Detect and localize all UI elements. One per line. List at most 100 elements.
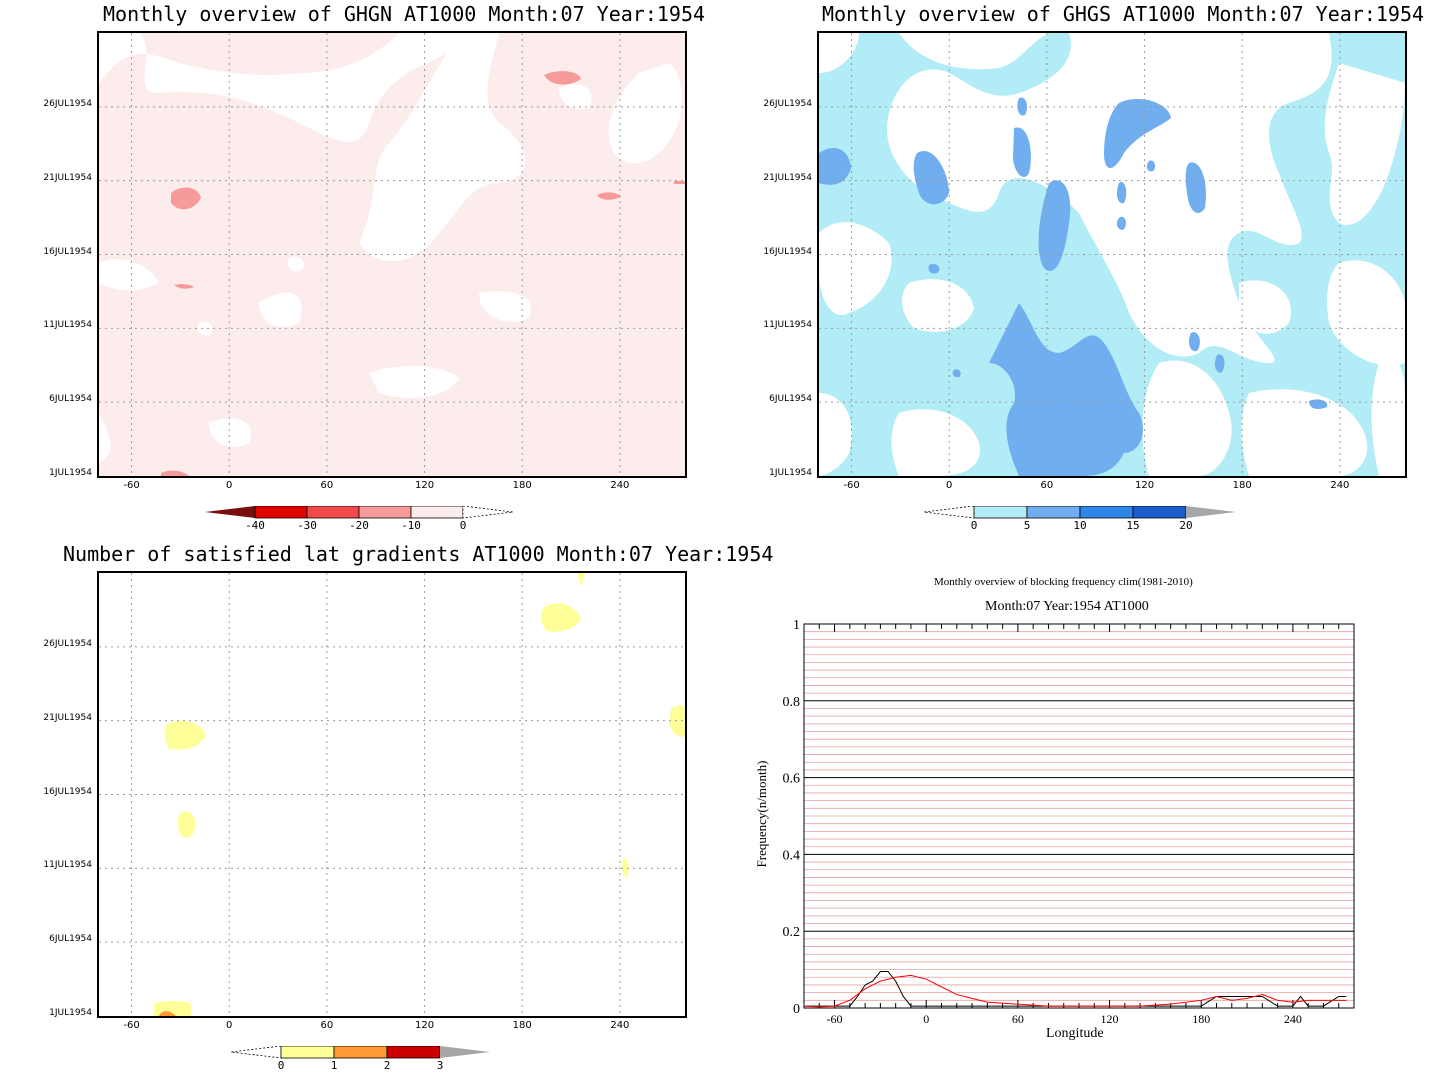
- ghgs-ytick: 1JUL1954: [769, 468, 812, 478]
- ghgn-grid: [99, 33, 685, 476]
- ghgs-cb-label: 10: [1073, 519, 1087, 532]
- freq-ytick: 0.8: [783, 695, 801, 710]
- lat-xtick: 0: [226, 1020, 233, 1031]
- ghgs-xtick: 60: [1040, 480, 1054, 491]
- ghgn-xtick: 60: [320, 480, 334, 491]
- freq-xtick: 120: [1101, 1012, 1119, 1026]
- lat-xtick: 180: [512, 1020, 532, 1031]
- ghgs-cb-seg: [973, 506, 1028, 519]
- ghgs-ytick: 16JUL1954: [763, 246, 812, 257]
- ghgs-plot-area: [817, 31, 1407, 478]
- ghgs-ytick: 26JUL1954: [763, 98, 812, 109]
- ghgn-cb-seg: [410, 506, 464, 519]
- freq-title: Monthly overview of blocking frequency c…: [934, 576, 1193, 588]
- lat-cb-seg: [280, 1046, 335, 1059]
- lat-cb-label: 3: [436, 1059, 444, 1072]
- ghgn-xtick: 240: [610, 480, 630, 491]
- ghgn-ytick: 6JUL1954: [49, 394, 92, 405]
- freq-xtick: 240: [1284, 1012, 1302, 1026]
- ghgn-ytick: 11JUL1954: [43, 320, 92, 331]
- ghgn-cb-label: -10: [401, 519, 421, 532]
- ghgs-cb-seg: [1132, 506, 1187, 519]
- ghgn-cb-low: [205, 506, 255, 518]
- lat-xtick: 240: [610, 1020, 630, 1031]
- ghgn-cb-seg: [358, 506, 412, 519]
- ghgn-ytick: 21JUL1954: [43, 172, 92, 183]
- freq-ytick: 0.2: [783, 925, 801, 940]
- ghgn-cb-label: -40: [245, 519, 265, 532]
- freq-ytick: 0: [793, 1002, 800, 1017]
- ghgn-xtick: -60: [123, 480, 140, 491]
- ghgn-cb-seg: [306, 506, 360, 519]
- ghgn-xtick: 0: [226, 480, 233, 491]
- freq-series-1: [803, 974, 1347, 1008]
- freq-xtick: -60: [827, 1012, 843, 1026]
- lat-cb-label: 0: [277, 1059, 285, 1072]
- lat-ytick: 1JUL1954: [49, 1008, 92, 1018]
- lat-cb-label: 2: [383, 1059, 391, 1072]
- lat-xtick: 120: [415, 1020, 435, 1031]
- ghgs-xtick: 120: [1135, 480, 1155, 491]
- ghgs-xtick: 180: [1232, 480, 1252, 491]
- freq-plot: 0 0.2 0.4 0.6 0.8 1 -60 0 60 120 180 240: [783, 618, 1355, 1026]
- ghgs-cb-label: 15: [1126, 519, 1140, 532]
- ghgs-ytick: 21JUL1954: [763, 172, 812, 183]
- lat-xtick: 60: [320, 1020, 334, 1031]
- freq-ytick: 1: [793, 618, 800, 633]
- lat-cb-label: 1: [330, 1059, 338, 1072]
- ghgs-cb-label: 20: [1179, 519, 1193, 532]
- ghgs-cb-label: 5: [1023, 519, 1031, 532]
- ghgs-colorbar: [923, 506, 1236, 519]
- ghgs-title: Monthly overview of GHGS AT1000 Month:07…: [822, 2, 1425, 26]
- ghgn-title: Monthly overview of GHGN AT1000 Month:07…: [103, 2, 706, 26]
- ghgs-cb-label: 0: [970, 519, 978, 532]
- freq-series-0: [804, 971, 1347, 1007]
- ghgn-plot-area: [97, 31, 687, 478]
- ghgs-ytick: 6JUL1954: [769, 394, 812, 405]
- freq-ytick: 0.4: [783, 848, 801, 863]
- lat-plot-area: [97, 571, 687, 1018]
- lat-cb-seg: [386, 1046, 441, 1059]
- lat-ytick: 6JUL1954: [49, 934, 92, 945]
- ghgn-field: [99, 33, 685, 476]
- freq-xlabel: Longitude: [1046, 1026, 1104, 1041]
- ghgn-cb-high: [462, 506, 514, 519]
- ghgs-xtick: -60: [843, 480, 860, 491]
- ghgn-cb-seg: [254, 506, 308, 519]
- ghgn-ytick: 16JUL1954: [43, 246, 92, 257]
- ghgs-xtick: 240: [1330, 480, 1350, 491]
- freq-subtitle: Month:07 Year:1954 AT1000: [985, 599, 1149, 614]
- ghgn-ytick: 1JUL1954: [49, 468, 92, 478]
- ghgs-ytick: 11JUL1954: [763, 320, 812, 331]
- lat-cb-low: [230, 1046, 282, 1059]
- lat-ytick: 16JUL1954: [43, 786, 92, 797]
- lat-cb-seg: [333, 1046, 388, 1059]
- ghgs-cb-high: [1186, 506, 1236, 518]
- ghgs-field: [819, 33, 1405, 476]
- ghgn-xtick: 180: [512, 480, 532, 491]
- lat-ytick: 26JUL1954: [43, 638, 92, 649]
- ghgn-xtick: 120: [415, 480, 435, 491]
- ghgn-cb-label: -20: [349, 519, 369, 532]
- ghgs-cb-low: [923, 506, 975, 519]
- ghgn-colorbar: [205, 506, 514, 519]
- freq-xtick: 180: [1192, 1012, 1210, 1026]
- lat-cb-high: [440, 1046, 490, 1058]
- lat-xtick: -60: [123, 1020, 140, 1031]
- freq-frame: [803, 623, 1355, 1009]
- lat-title: Number of satisfied lat gradients AT1000…: [63, 542, 774, 566]
- ghgn-ytick: 26JUL1954: [43, 98, 92, 109]
- ghgn-cb-label: 0: [459, 519, 467, 532]
- ghgs-xtick: 0: [946, 480, 953, 491]
- ghgs-grid: [819, 33, 1405, 476]
- ghgs-cb-seg: [1079, 506, 1134, 519]
- lat-grid: [99, 573, 685, 1016]
- ghgs-cb-seg: [1026, 506, 1081, 519]
- lat-ytick: 21JUL1954: [43, 712, 92, 723]
- lat-ytick: 11JUL1954: [43, 860, 92, 871]
- freq-xtick: 0: [923, 1012, 929, 1026]
- freq-ytick: 0.6: [783, 772, 801, 787]
- freq-xtick: 60: [1012, 1012, 1024, 1026]
- lat-colorbar: [230, 1046, 490, 1059]
- ghgn-cb-label: -30: [297, 519, 317, 532]
